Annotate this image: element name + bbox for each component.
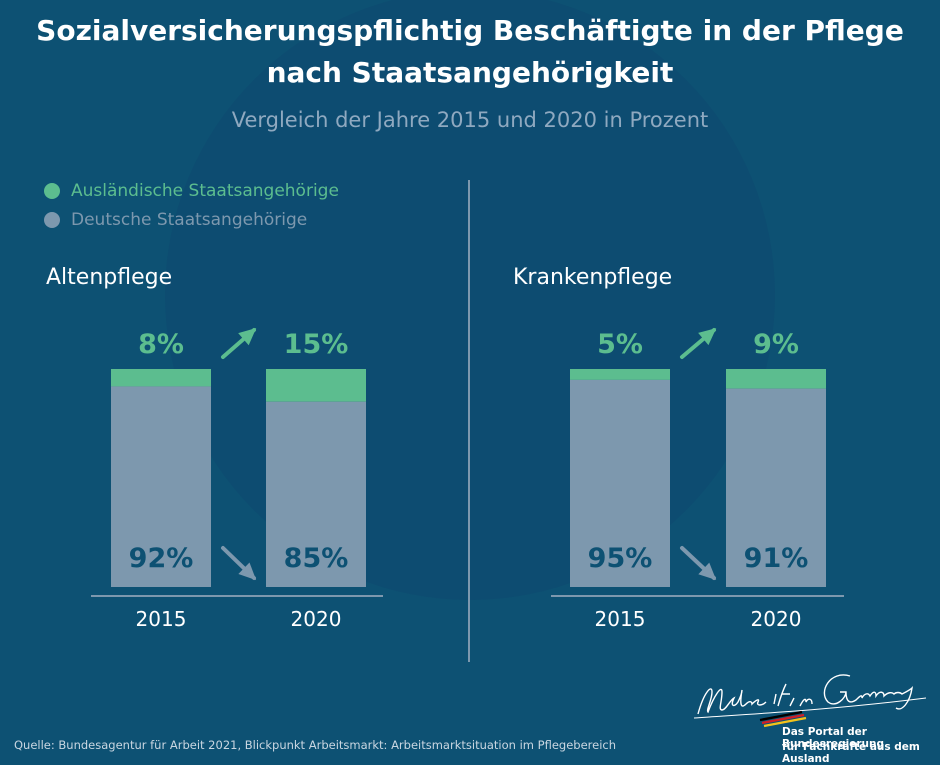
make-it-in-germany-logo [693, 674, 927, 728]
flag-stripes-icon [759, 710, 807, 728]
title-line-2: nach Staatsangehörigkeit [266, 56, 674, 89]
legend-label-german: Deutsche Staatsangehörige [71, 210, 308, 230]
title-line-1: Sozialversicherungspflichtig Beschäftigt… [36, 14, 904, 47]
panel-divider [468, 180, 470, 662]
source-note: Quelle: Bundesagentur für Arbeit 2021, B… [14, 738, 617, 752]
logo-caption-line-2: für Fachkräfte aus dem Ausland [782, 741, 920, 765]
legend-item-foreign: Ausländische Staatsangehörige [44, 181, 339, 201]
label-german-1-1: 91% [744, 543, 809, 574]
arrow-down-0-icon [221, 546, 257, 581]
signature-logo-icon [693, 674, 927, 719]
category-label-1-0: 2015 [595, 607, 646, 631]
arrow-up-0-icon [221, 328, 257, 359]
label-foreign-1-1: 9% [753, 329, 799, 360]
bar-foreign-0-1 [266, 369, 366, 402]
arrow-down-1-icon [680, 546, 717, 581]
label-foreign-0-0: 8% [138, 329, 184, 360]
panel-title-krankenpflege: Krankenpflege [513, 265, 673, 290]
label-german-0-0: 92% [129, 543, 194, 574]
legend-label-foreign: Ausländische Staatsangehörige [71, 181, 339, 201]
panel-title-altenpflege: Altenpflege [46, 265, 173, 290]
bar-foreign-1-0 [570, 369, 670, 380]
bar-foreign-1-1 [726, 369, 826, 389]
label-german-1-0: 95% [588, 543, 653, 574]
bar-german-0-1 [266, 401, 366, 587]
label-foreign-0-1: 15% [284, 329, 349, 360]
label-foreign-1-0: 5% [597, 329, 643, 360]
logo-caption-line-1: Das Portal der Bundesregierung [782, 726, 885, 750]
category-label-1-1: 2020 [751, 607, 802, 631]
label-german-0-1: 85% [284, 543, 349, 574]
legend-item-german: Deutsche Staatsangehörige [44, 210, 307, 230]
category-label-0-1: 2020 [291, 607, 342, 631]
bar-foreign-0-0 [111, 369, 211, 387]
arrow-up-1-icon [680, 328, 717, 359]
bar-german-1-1 [726, 388, 826, 587]
legend-dot-german-icon [44, 212, 60, 228]
bar-german-1-0 [570, 379, 670, 587]
bar-german-0-0 [111, 386, 211, 587]
legend-dot-foreign-icon [44, 183, 60, 199]
category-label-0-0: 2015 [136, 607, 187, 631]
subtitle: Vergleich der Jahre 2015 und 2020 in Pro… [231, 108, 709, 132]
